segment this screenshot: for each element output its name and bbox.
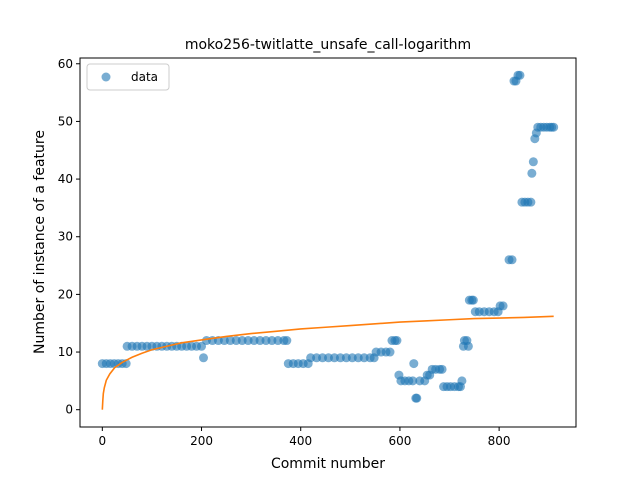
- y-tick-label: 40: [58, 172, 73, 186]
- fit-curve-line: [101, 315, 554, 410]
- axes-frame: [79, 57, 577, 428]
- data-point: [392, 336, 402, 346]
- data-point: [463, 341, 473, 351]
- y-tick-label: 30: [58, 230, 73, 244]
- x-tick-label: 600: [388, 434, 411, 448]
- legend-box: [86, 63, 170, 91]
- series-data: [97, 70, 559, 403]
- data-point: [549, 122, 559, 132]
- data-point: [526, 197, 536, 207]
- data-point: [498, 301, 508, 311]
- data-point: [409, 359, 419, 369]
- data-point: [437, 364, 447, 374]
- data-point: [527, 168, 537, 178]
- data-point: [412, 393, 422, 403]
- plot-area: [97, 70, 559, 410]
- data-point: [528, 157, 538, 167]
- x-tick-label: 800: [488, 434, 511, 448]
- data-point: [385, 347, 395, 357]
- y-tick-label: 50: [58, 114, 73, 128]
- legend-label: data: [131, 70, 158, 84]
- data-point: [507, 255, 517, 265]
- y-tick-label: 20: [58, 287, 73, 301]
- x-tick-label: 200: [190, 434, 213, 448]
- y-tick-label: 60: [58, 57, 73, 71]
- x-axis-label: Commit number: [271, 456, 385, 472]
- chart-title: moko256-twitlatte_unsafe_call-logarithm: [185, 37, 471, 53]
- y-axis-ticks: 0 10 20 30 40 50 60: [58, 57, 80, 417]
- legend: data: [86, 63, 170, 91]
- data-point: [408, 376, 418, 386]
- x-axis-ticks: 0 200 400 600 800: [98, 427, 511, 448]
- data-point: [282, 336, 292, 346]
- data-point: [199, 353, 208, 363]
- x-tick-label: 0: [98, 434, 106, 448]
- y-axis-label: Number of instance of a feature: [32, 130, 48, 354]
- data-point: [468, 295, 478, 305]
- data-point: [457, 376, 467, 386]
- x-tick-label: 400: [289, 434, 312, 448]
- data-point: [515, 70, 525, 80]
- y-tick-label: 0: [65, 403, 73, 417]
- y-tick-label: 10: [58, 345, 73, 359]
- legend-marker: [101, 72, 111, 82]
